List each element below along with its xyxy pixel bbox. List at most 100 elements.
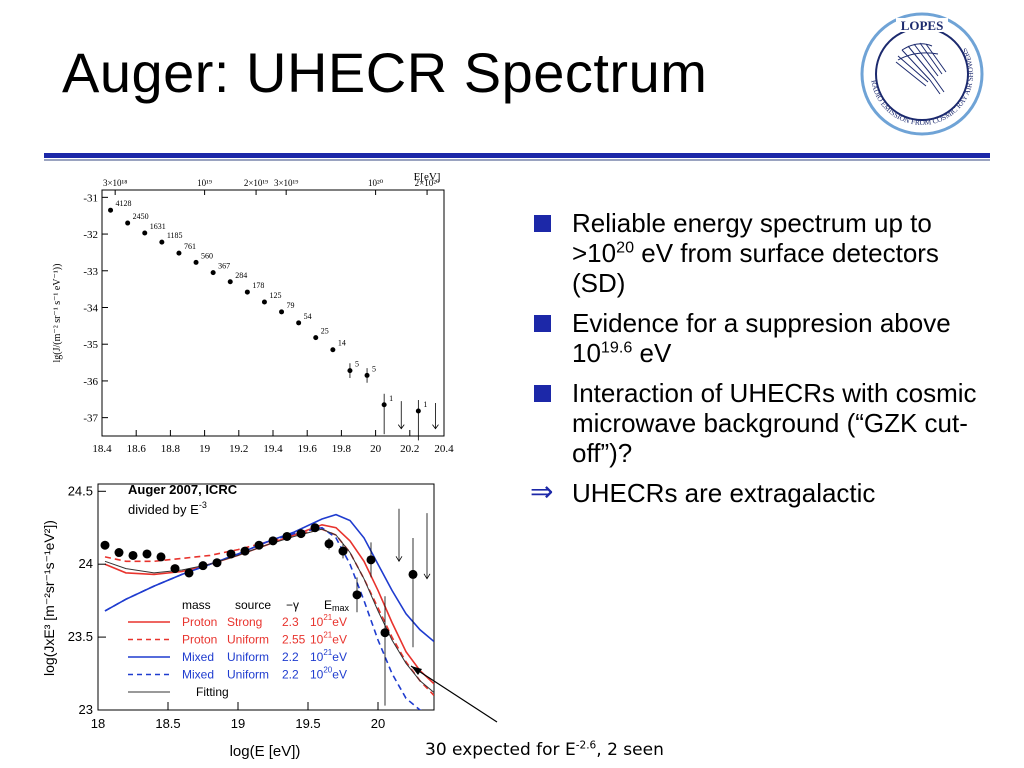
legend-label-source: Strong: [227, 615, 262, 629]
bottom-upper-limit-arrow: [395, 556, 403, 563]
top-point-count: 25: [321, 327, 329, 336]
top-data-point: [261, 299, 267, 305]
bottom-data-point: [268, 536, 278, 546]
legend-label-fitting: Fitting: [196, 685, 229, 699]
top-x-tick-label: 18.8: [161, 443, 181, 455]
bottom-y-tick-label: 24.5: [68, 483, 93, 498]
top-axis-label: E[eV]: [414, 171, 441, 183]
top-data-point: [125, 220, 131, 226]
legend-label-gamma: 2.2: [282, 650, 299, 664]
bottom-data-point: [212, 558, 222, 568]
top-point-count: 284: [235, 271, 247, 280]
bottom-x-tick-label: 18.5: [155, 716, 180, 731]
top-x-tick-label: 19: [199, 443, 211, 455]
top-y-axis-label: lg(J/(m⁻² sr⁻¹ s⁻¹ eV⁻¹)): [52, 264, 63, 363]
bottom-y-tick-label: 24: [79, 556, 93, 571]
top-point-count: 1: [423, 400, 427, 409]
implies-arrow-icon: ⇒: [530, 476, 554, 507]
logo-title: LOPES: [901, 18, 944, 33]
legend-label-gamma: 2.55: [282, 633, 306, 647]
bottom-data-point: [310, 523, 320, 533]
legend-label-emax: 1021eV: [310, 648, 347, 664]
bullet-list: Reliable energy spectrum up to >1020 eV …: [530, 208, 994, 518]
top-y-tick-label: -36: [83, 376, 98, 388]
annotation-text: 30 expected for E-2.6, 2 seen: [425, 739, 664, 760]
top-data-point: [227, 279, 233, 285]
bottom-data-point: [296, 529, 306, 539]
legend-label-mass: Proton: [182, 633, 217, 647]
bullet-item: Interaction of UHECRs with cosmic microw…: [534, 378, 994, 468]
bottom-data-point: [100, 540, 110, 550]
top-data-point: [364, 372, 370, 378]
bottom-series-line-0: [104, 523, 434, 685]
bottom-y-tick-label: 23.5: [68, 629, 93, 644]
top-data-point: [193, 259, 199, 265]
top-y-tick-label: -31: [83, 192, 98, 204]
title-divider: [44, 153, 990, 158]
bottom-data-point: [366, 555, 376, 565]
top-x-tick-label: 19.6: [298, 443, 318, 455]
legend-header-mass: mass: [182, 598, 211, 612]
top-data-point: [142, 230, 148, 236]
bottom-data-point: [380, 628, 390, 638]
top-point-count: 125: [269, 291, 281, 300]
legend-header-emax: Emax: [324, 598, 350, 613]
bottom-data-point: [170, 564, 180, 574]
top-point-count: 1185: [167, 231, 183, 240]
bottom-data-point: [198, 561, 208, 571]
bottom-data-point: [352, 590, 362, 600]
top-point-count: 2450: [133, 212, 149, 221]
top-x-tick-label: 18.6: [127, 443, 147, 455]
top-x-tick-label: 20.2: [400, 443, 419, 455]
bottom-data-point: [240, 546, 250, 556]
bottom-chart-subtitle: divided by E-3: [128, 500, 207, 517]
top-data-point: [313, 335, 319, 341]
top-data-point: [415, 408, 421, 414]
bottom-x-tick-label: 20: [371, 716, 385, 731]
top-point-count: 54: [304, 312, 312, 321]
bottom-y-tick-label: 23: [79, 702, 93, 717]
bottom-x-tick-label: 19: [231, 716, 245, 731]
top-data-point: [330, 347, 336, 353]
top-point-count: 5: [355, 360, 359, 369]
legend-label-emax: 1020eV: [310, 666, 347, 682]
top-y-tick-label: -34: [83, 302, 98, 314]
bottom-x-axis-label: log(E [eV]): [230, 743, 301, 760]
bottom-data-point: [324, 539, 334, 549]
lopes-logo: RADIO EMISSION FROM COSMIC RAY AIR SHOWE…: [860, 12, 984, 136]
bottom-flux-chart: 18 18.5 19 19.5 20 23 23.5 24 24.5 Auger 2007, …: [40, 466, 460, 766]
bottom-data-point: [226, 549, 236, 559]
bullet-item: Reliable energy spectrum up to >1020 eV …: [534, 208, 994, 298]
legend-label-source: Uniform: [227, 668, 269, 682]
top-energy-tick-label: 10¹⁹: [197, 178, 212, 188]
top-y-tick-label: -35: [83, 339, 98, 351]
legend-label-source: Uniform: [227, 650, 269, 664]
bottom-x-tick-label: 19.5: [295, 716, 320, 731]
top-x-tick-label: 19.4: [263, 443, 283, 455]
top-point-count: 79: [287, 301, 295, 310]
top-x-tick-label: 20.4: [434, 443, 454, 455]
legend-label-mass: Proton: [182, 615, 217, 629]
top-energy-tick-label: 10²⁰: [368, 178, 384, 188]
legend-label-emax: 1021eV: [310, 613, 347, 629]
top-data-point: [176, 250, 182, 256]
top-energy-tick-label: 2×10²⁰: [415, 178, 440, 188]
slide-title: Auger: UHECR Spectrum: [62, 41, 708, 104]
top-energy-tick-label: 3×10¹⁹: [274, 178, 298, 188]
top-data-point: [244, 289, 250, 295]
bullet-square-icon: [534, 215, 551, 232]
top-x-tick-label: 18.4: [92, 443, 112, 455]
bottom-chart-title: Auger 2007, ICRC: [128, 482, 238, 497]
top-y-tick-label: -37: [83, 413, 98, 425]
bullet-item: Evidence for a suppresion above 1019.6 e…: [534, 308, 994, 368]
top-upper-limit-arrow: [397, 424, 405, 430]
top-energy-tick-label: 2×10¹⁹: [244, 178, 268, 188]
top-data-point: [347, 368, 353, 374]
bottom-data-point: [114, 548, 124, 558]
top-point-count: 761: [184, 242, 196, 251]
top-data-point: [108, 207, 114, 213]
top-point-count: 178: [252, 281, 264, 290]
top-y-tick-label: -33: [83, 266, 98, 278]
legend-header-gamma: −γ: [286, 598, 299, 612]
bottom-data-point: [128, 550, 138, 560]
